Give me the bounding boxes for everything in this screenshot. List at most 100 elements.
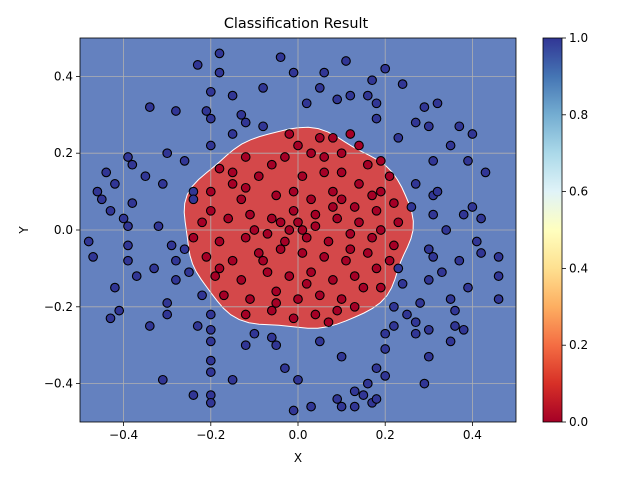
point-class-1 [83, 236, 94, 247]
point-class-1 [362, 90, 373, 101]
point-class-0 [227, 179, 238, 189]
point-class-1 [249, 328, 260, 339]
y-axis-ticks: −0.4 −0.2 0.0 0.2 0.4 [44, 69, 80, 391]
point-class-1 [458, 324, 469, 335]
point-class-1 [423, 324, 434, 335]
point-class-1 [166, 240, 177, 251]
point-class-1 [157, 374, 168, 385]
point-class-1 [367, 75, 377, 86]
point-class-1 [397, 278, 408, 289]
point-class-1 [402, 309, 412, 320]
point-class-0 [284, 129, 295, 139]
point-class-0 [306, 267, 316, 278]
point-class-0 [375, 225, 386, 235]
colorbar-tick-label: 0.4 [569, 261, 588, 275]
point-class-0 [367, 232, 377, 243]
point-class-1 [293, 374, 303, 385]
point-class-0 [245, 209, 255, 220]
point-class-1 [371, 98, 382, 109]
point-class-1 [476, 248, 486, 258]
point-class-1 [101, 167, 112, 178]
point-class-1 [432, 98, 443, 109]
point-class-1 [371, 113, 382, 124]
point-class-1 [493, 271, 504, 281]
point-class-0 [223, 213, 234, 224]
point-class-0 [271, 190, 282, 201]
colorbar-tick-label: 0.0 [569, 415, 588, 429]
point-class-1 [271, 340, 282, 351]
point-class-1 [184, 267, 194, 278]
point-class-0 [393, 217, 404, 228]
point-class-0 [328, 132, 338, 143]
point-class-0 [354, 179, 364, 189]
plot-area [79, 37, 517, 423]
point-class-0 [310, 309, 321, 320]
point-class-0 [389, 240, 399, 251]
point-class-0 [210, 271, 221, 281]
point-class-1 [454, 121, 465, 132]
point-class-0 [310, 221, 321, 232]
point-class-0 [371, 205, 382, 216]
point-class-1 [140, 171, 151, 182]
point-class-1 [171, 106, 181, 116]
point-class-0 [336, 194, 347, 205]
point-class-0 [306, 194, 316, 205]
point-class-1 [428, 209, 439, 220]
point-class-0 [349, 301, 360, 312]
x-tick-label: −0.4 [109, 428, 138, 442]
point-class-1 [336, 351, 347, 362]
point-class-0 [293, 294, 303, 304]
point-class-1 [454, 255, 465, 266]
point-class-1 [179, 156, 190, 166]
point-class-1 [336, 401, 347, 412]
point-class-0 [197, 217, 207, 228]
point-class-1 [450, 321, 460, 331]
point-class-1 [410, 117, 421, 128]
point-class-1 [118, 213, 129, 224]
point-class-1 [144, 102, 155, 112]
point-class-1 [123, 255, 133, 266]
x-tick-label: 0.0 [288, 428, 307, 442]
point-class-1 [319, 67, 330, 78]
point-class-1 [445, 336, 456, 347]
y-tick-label: −0.4 [44, 377, 73, 391]
x-axis-label: X [294, 451, 302, 465]
point-class-1 [192, 321, 203, 331]
point-class-0 [288, 205, 299, 216]
point-class-0 [345, 129, 356, 139]
point-class-1 [114, 305, 125, 316]
point-class-1 [179, 244, 190, 255]
point-class-1 [288, 405, 299, 416]
point-class-1 [428, 252, 439, 262]
point-class-1 [197, 290, 207, 301]
point-class-0 [341, 255, 351, 266]
point-class-1 [314, 83, 325, 93]
point-class-1 [410, 328, 421, 339]
y-tick-label: 0.2 [54, 146, 73, 160]
point-class-1 [471, 236, 482, 247]
point-class-1 [493, 252, 504, 262]
point-class-1 [96, 194, 107, 205]
point-class-0 [214, 236, 225, 247]
point-class-1 [380, 63, 391, 74]
point-class-1 [288, 67, 299, 78]
point-class-1 [205, 367, 216, 377]
point-class-1 [240, 117, 251, 128]
point-class-0 [214, 163, 225, 174]
point-class-1 [458, 209, 469, 220]
point-class-1 [341, 56, 351, 66]
point-class-1 [358, 390, 369, 400]
colorbar-tick-label: 1.0 [569, 31, 588, 45]
point-class-1 [467, 202, 478, 212]
point-class-0 [332, 305, 343, 316]
point-class-1 [227, 374, 238, 385]
point-class-1 [380, 371, 391, 381]
point-class-0 [249, 225, 260, 235]
point-class-1 [236, 109, 247, 120]
point-class-0 [271, 286, 282, 297]
point-class-1 [306, 401, 316, 412]
point-class-1 [393, 263, 404, 274]
y-tick-label: 0.4 [54, 69, 73, 83]
point-class-0 [262, 267, 273, 278]
point-class-1 [205, 113, 216, 124]
